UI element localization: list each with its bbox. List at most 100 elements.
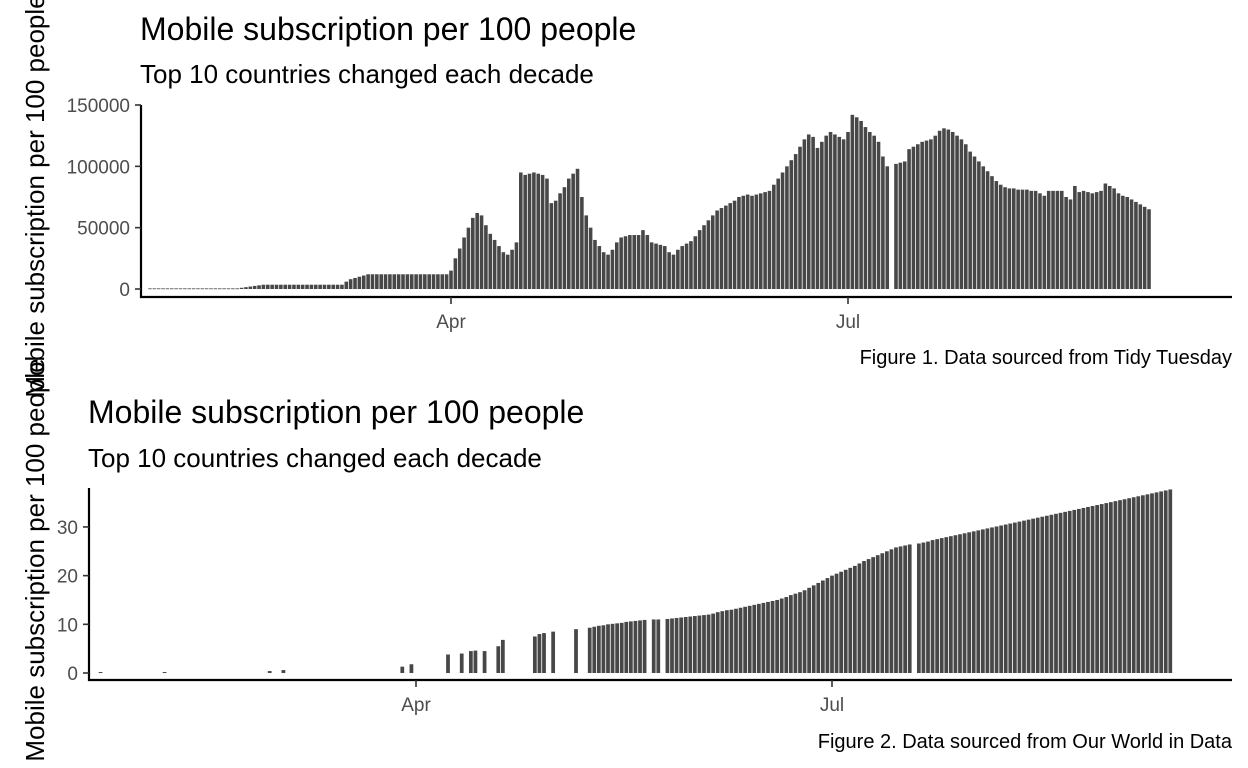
- chart-1-bar: [606, 254, 610, 289]
- chart-2-title: Mobile subscription per 100 people: [88, 394, 584, 430]
- chart-1-bar: [423, 274, 427, 289]
- chart-1-bar: [270, 284, 274, 289]
- chart-2-bar: [162, 672, 167, 673]
- chart-2-bar: [729, 609, 734, 673]
- chart-1-bar: [946, 129, 951, 289]
- chart-1-bar: [1116, 193, 1121, 289]
- chart-1-bar: [719, 208, 724, 289]
- chart-2-bar: [1035, 517, 1040, 673]
- chart-1-bar: [514, 242, 519, 289]
- chart-1-bar: [1103, 183, 1108, 289]
- chart-2-bar: [971, 531, 976, 673]
- chart-1-bar: [340, 284, 344, 289]
- chart-1-bar: [479, 215, 484, 289]
- chart-1-bar: [872, 135, 876, 289]
- chart-1-bar: [998, 184, 1003, 289]
- chart-1-bar: [379, 274, 383, 289]
- chart-1-y-axis-label: Mobile subscription per 100 people: [20, 0, 50, 398]
- chart-1-bar: [981, 166, 986, 289]
- chart-1-bar: [353, 277, 357, 289]
- chart-1-bar: [894, 163, 898, 289]
- chart-1-bar: [780, 172, 785, 289]
- chart-2-bar: [980, 529, 985, 673]
- chart-2-bar: [743, 606, 748, 673]
- chart-1-bar: [793, 154, 798, 289]
- chart-1-bar: [567, 178, 571, 289]
- chart-2-bar: [985, 528, 990, 673]
- chart-1-bar: [1033, 190, 1038, 289]
- chart-1-bar: [1112, 188, 1116, 289]
- chart-1-bar: [532, 172, 536, 289]
- chart-1-bar: [758, 193, 763, 289]
- chart-2-bar: [688, 616, 693, 673]
- chart-1-bar: [933, 135, 938, 289]
- chart-1-bar: [396, 274, 401, 289]
- chart-1-bar: [152, 288, 157, 290]
- chart-1-bar: [492, 239, 497, 289]
- chart-1-bar: [815, 147, 820, 289]
- chart-1-bar: [431, 274, 436, 289]
- chart-2-bar: [788, 595, 793, 673]
- chart-1-bar: [575, 168, 580, 289]
- chart-1-bar: [1086, 192, 1090, 289]
- chart-2-bars: [98, 489, 1173, 673]
- chart-2-bar: [1040, 516, 1045, 673]
- chart-1-bar: [170, 288, 174, 290]
- chart-2-bar: [1136, 496, 1141, 673]
- chart-2-bar: [697, 615, 702, 673]
- chart-2-bar: [596, 625, 601, 673]
- chart-2-bar: [724, 610, 729, 673]
- chart-1-bar: [745, 194, 750, 289]
- chart-2-bar: [670, 618, 674, 673]
- chart-2-bar: [281, 670, 286, 673]
- chart-1-bar: [955, 135, 959, 289]
- chart-1-bar: [1134, 201, 1138, 289]
- chart-1-bar: [850, 114, 855, 289]
- chart-2-bar: [999, 525, 1004, 673]
- chart-2-bar: [537, 634, 542, 673]
- chart-1-bar: [196, 288, 200, 290]
- chart-1-bar: [409, 274, 414, 289]
- chart-2-bar: [1118, 500, 1122, 673]
- chart-1-y-tick-label: 150000: [67, 96, 130, 117]
- chart-1-bar: [217, 288, 222, 290]
- chart-2-bar: [939, 538, 944, 673]
- chart-2-bar: [967, 532, 972, 673]
- chart-1-bar: [959, 139, 964, 289]
- chart-2-bar: [656, 619, 661, 673]
- chart-1-bar: [1099, 190, 1103, 289]
- chart-2-bar: [738, 607, 743, 673]
- chart-2-bar: [683, 617, 688, 673]
- chart-2-bar: [720, 611, 725, 673]
- chart-1-y-tick-label: 50000: [77, 219, 130, 240]
- chart-1-bar: [1046, 190, 1051, 289]
- chart-1-bar: [200, 288, 205, 290]
- chart-2-bar: [779, 598, 784, 673]
- chart-1-bar: [252, 285, 257, 289]
- chart-1-bar: [798, 146, 802, 289]
- chart-2-bar: [756, 603, 761, 673]
- chart-1-bar: [994, 181, 999, 289]
- chart-1-bar: [693, 236, 698, 289]
- chart-1-bar: [1051, 190, 1055, 289]
- chart-1-bar: [361, 275, 366, 289]
- chart-2-bar: [1150, 493, 1154, 673]
- chart-1-bar: [318, 284, 322, 289]
- chart-1-bar: [610, 249, 615, 289]
- chart-1-bar: [1073, 185, 1077, 289]
- chart-1-bar: [671, 254, 676, 289]
- chart-1-bar: [802, 139, 807, 289]
- chart-2-bar: [752, 604, 757, 673]
- chart-1-bar: [885, 166, 890, 289]
- chart-1-y-ticks: 0 50000 100000 150000: [67, 96, 141, 301]
- chart-2-bar: [1108, 502, 1113, 673]
- chart-1-bar: [549, 203, 554, 289]
- chart-1-bar: [732, 200, 737, 289]
- chart-2-subtitle: Top 10 countries changed each decade: [88, 443, 542, 473]
- chart-1-bar: [327, 284, 331, 289]
- chart-2-y-tick-label: 0: [67, 664, 78, 685]
- chart-2-bar: [446, 654, 450, 673]
- chart-1-bar: [916, 144, 920, 289]
- chart-2-bar: [482, 651, 487, 673]
- chart-1-bar: [710, 215, 715, 289]
